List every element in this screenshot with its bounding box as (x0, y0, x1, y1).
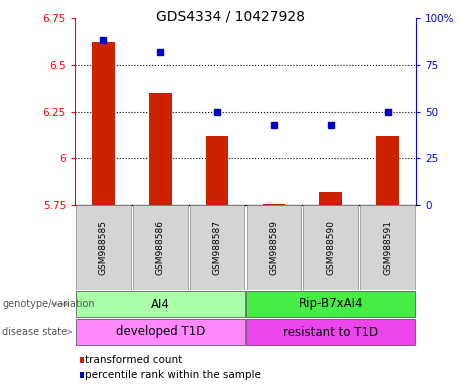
Bar (263, 204, 285, 205)
Text: genotype/variation: genotype/variation (2, 299, 95, 309)
Bar (76, 205, 131, 290)
Text: GSM988587: GSM988587 (213, 220, 222, 275)
Bar (190, 205, 244, 290)
Text: resistant to T1D: resistant to T1D (283, 326, 378, 339)
Text: GSM988589: GSM988589 (269, 220, 278, 275)
Text: GSM988590: GSM988590 (326, 220, 335, 275)
Bar (76, 291, 245, 318)
Text: GDS4334 / 10427928: GDS4334 / 10427928 (156, 10, 305, 24)
Bar (76, 319, 245, 346)
Bar (206, 136, 229, 205)
Text: Rip-B7xAI4: Rip-B7xAI4 (299, 298, 363, 311)
Text: GSM988586: GSM988586 (156, 220, 165, 275)
Bar (92, 42, 115, 205)
Text: developed T1D: developed T1D (116, 326, 205, 339)
Bar (361, 205, 415, 290)
Text: percentile rank within the sample: percentile rank within the sample (85, 370, 261, 380)
Text: GSM988591: GSM988591 (383, 220, 392, 275)
Bar (319, 192, 342, 205)
Text: disease state: disease state (2, 327, 71, 337)
Bar (246, 319, 415, 346)
Text: transformed count: transformed count (85, 355, 183, 365)
Bar (246, 291, 415, 318)
Text: GSM988585: GSM988585 (99, 220, 108, 275)
Bar (133, 205, 188, 290)
Bar (247, 205, 301, 290)
Bar (303, 205, 358, 290)
Text: AI4: AI4 (151, 298, 170, 311)
Bar (376, 136, 399, 205)
Bar (149, 93, 171, 205)
